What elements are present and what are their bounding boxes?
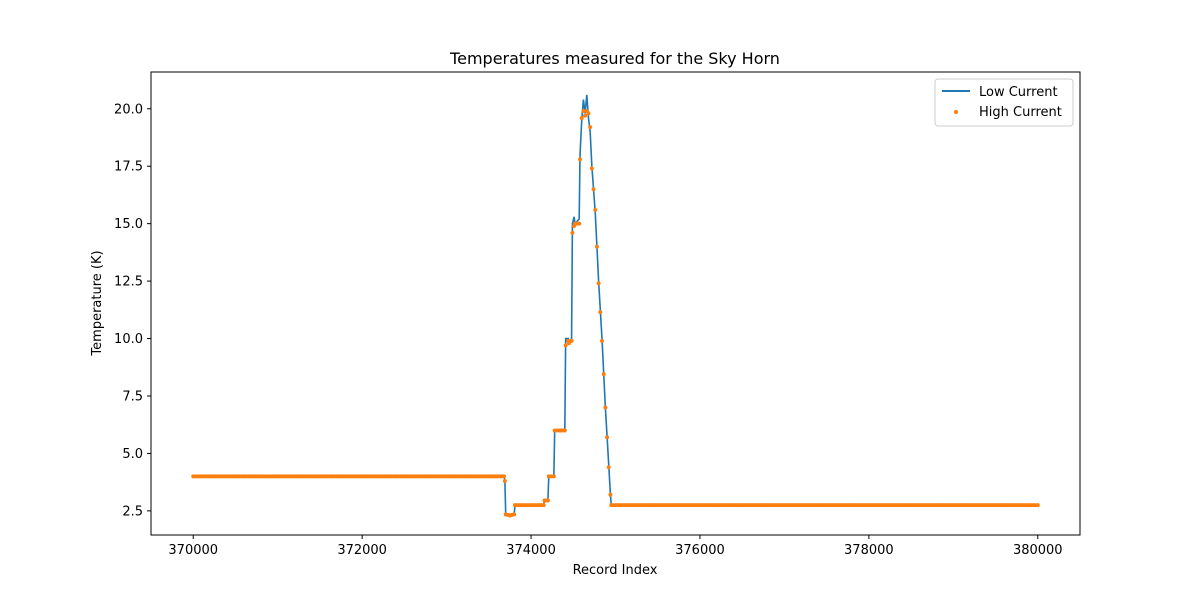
- legend-label-high-current: High Current: [979, 105, 1062, 120]
- data-point: [577, 221, 582, 226]
- x-ticks: 370000 372000 374000 376000 378000 380000: [168, 535, 1063, 558]
- y-ticks: 2.5 5.0 7.5 10.0 12.5 15.0 17.5 20.0: [114, 102, 151, 519]
- data-point: [605, 435, 610, 440]
- axes-frame: [150, 71, 1081, 536]
- data-point: [598, 310, 603, 315]
- data-point: [589, 166, 594, 171]
- data-point: [581, 109, 586, 114]
- data-point: [541, 503, 546, 508]
- data-point: [1035, 503, 1040, 508]
- data-point: [606, 465, 611, 470]
- y-tick-label: 15.0: [114, 217, 143, 232]
- data-point: [579, 115, 584, 120]
- x-axis-label: Record Index: [573, 563, 658, 578]
- x-tick-label: 372000: [337, 543, 387, 558]
- y-axis-label: Temperature (K): [90, 250, 105, 356]
- series-line-low-current: [193, 94, 1038, 517]
- data-point: [583, 113, 588, 118]
- plot-area: [150, 71, 1081, 536]
- data-point: [569, 338, 574, 343]
- data-point: [591, 187, 596, 192]
- data-point: [570, 230, 575, 235]
- y-tick-label: 7.5: [122, 389, 143, 404]
- data-point: [596, 281, 601, 286]
- data-point: [599, 338, 604, 343]
- x-tick-label: 376000: [675, 543, 725, 558]
- chart-title: Temperatures measured for the Sky Horn: [449, 49, 780, 68]
- series-layer: [191, 94, 1040, 518]
- data-point: [593, 207, 598, 212]
- legend-label-low-current: Low Current: [979, 85, 1058, 100]
- y-tick-label: 17.5: [114, 160, 143, 175]
- data-point: [567, 341, 572, 346]
- series-points-high-current: [191, 109, 1040, 518]
- data-point: [608, 492, 613, 497]
- data-point: [551, 474, 556, 479]
- data-point: [512, 512, 517, 517]
- data-point: [562, 428, 567, 433]
- data-point: [502, 474, 507, 479]
- data-point: [588, 125, 593, 130]
- data-point: [578, 157, 583, 162]
- data-point: [586, 111, 591, 116]
- legend-dot-swatch: [954, 110, 958, 114]
- data-point: [594, 244, 599, 249]
- data-point: [603, 405, 608, 410]
- y-tick-label: 20.0: [114, 102, 143, 117]
- x-tick-label: 378000: [844, 543, 894, 558]
- y-tick-label: 2.5: [122, 504, 143, 519]
- data-point: [545, 498, 550, 503]
- data-point: [601, 372, 606, 377]
- data-point: [502, 479, 507, 483]
- x-tick-label: 380000: [1013, 543, 1063, 558]
- y-tick-label: 12.5: [114, 275, 143, 290]
- y-tick-label: 10.0: [114, 332, 143, 347]
- y-tick-label: 5.0: [122, 447, 143, 462]
- legend: Low Current High Current: [934, 78, 1074, 127]
- x-tick-label: 370000: [168, 543, 218, 558]
- x-tick-label: 374000: [506, 543, 556, 558]
- data-point: [563, 343, 568, 348]
